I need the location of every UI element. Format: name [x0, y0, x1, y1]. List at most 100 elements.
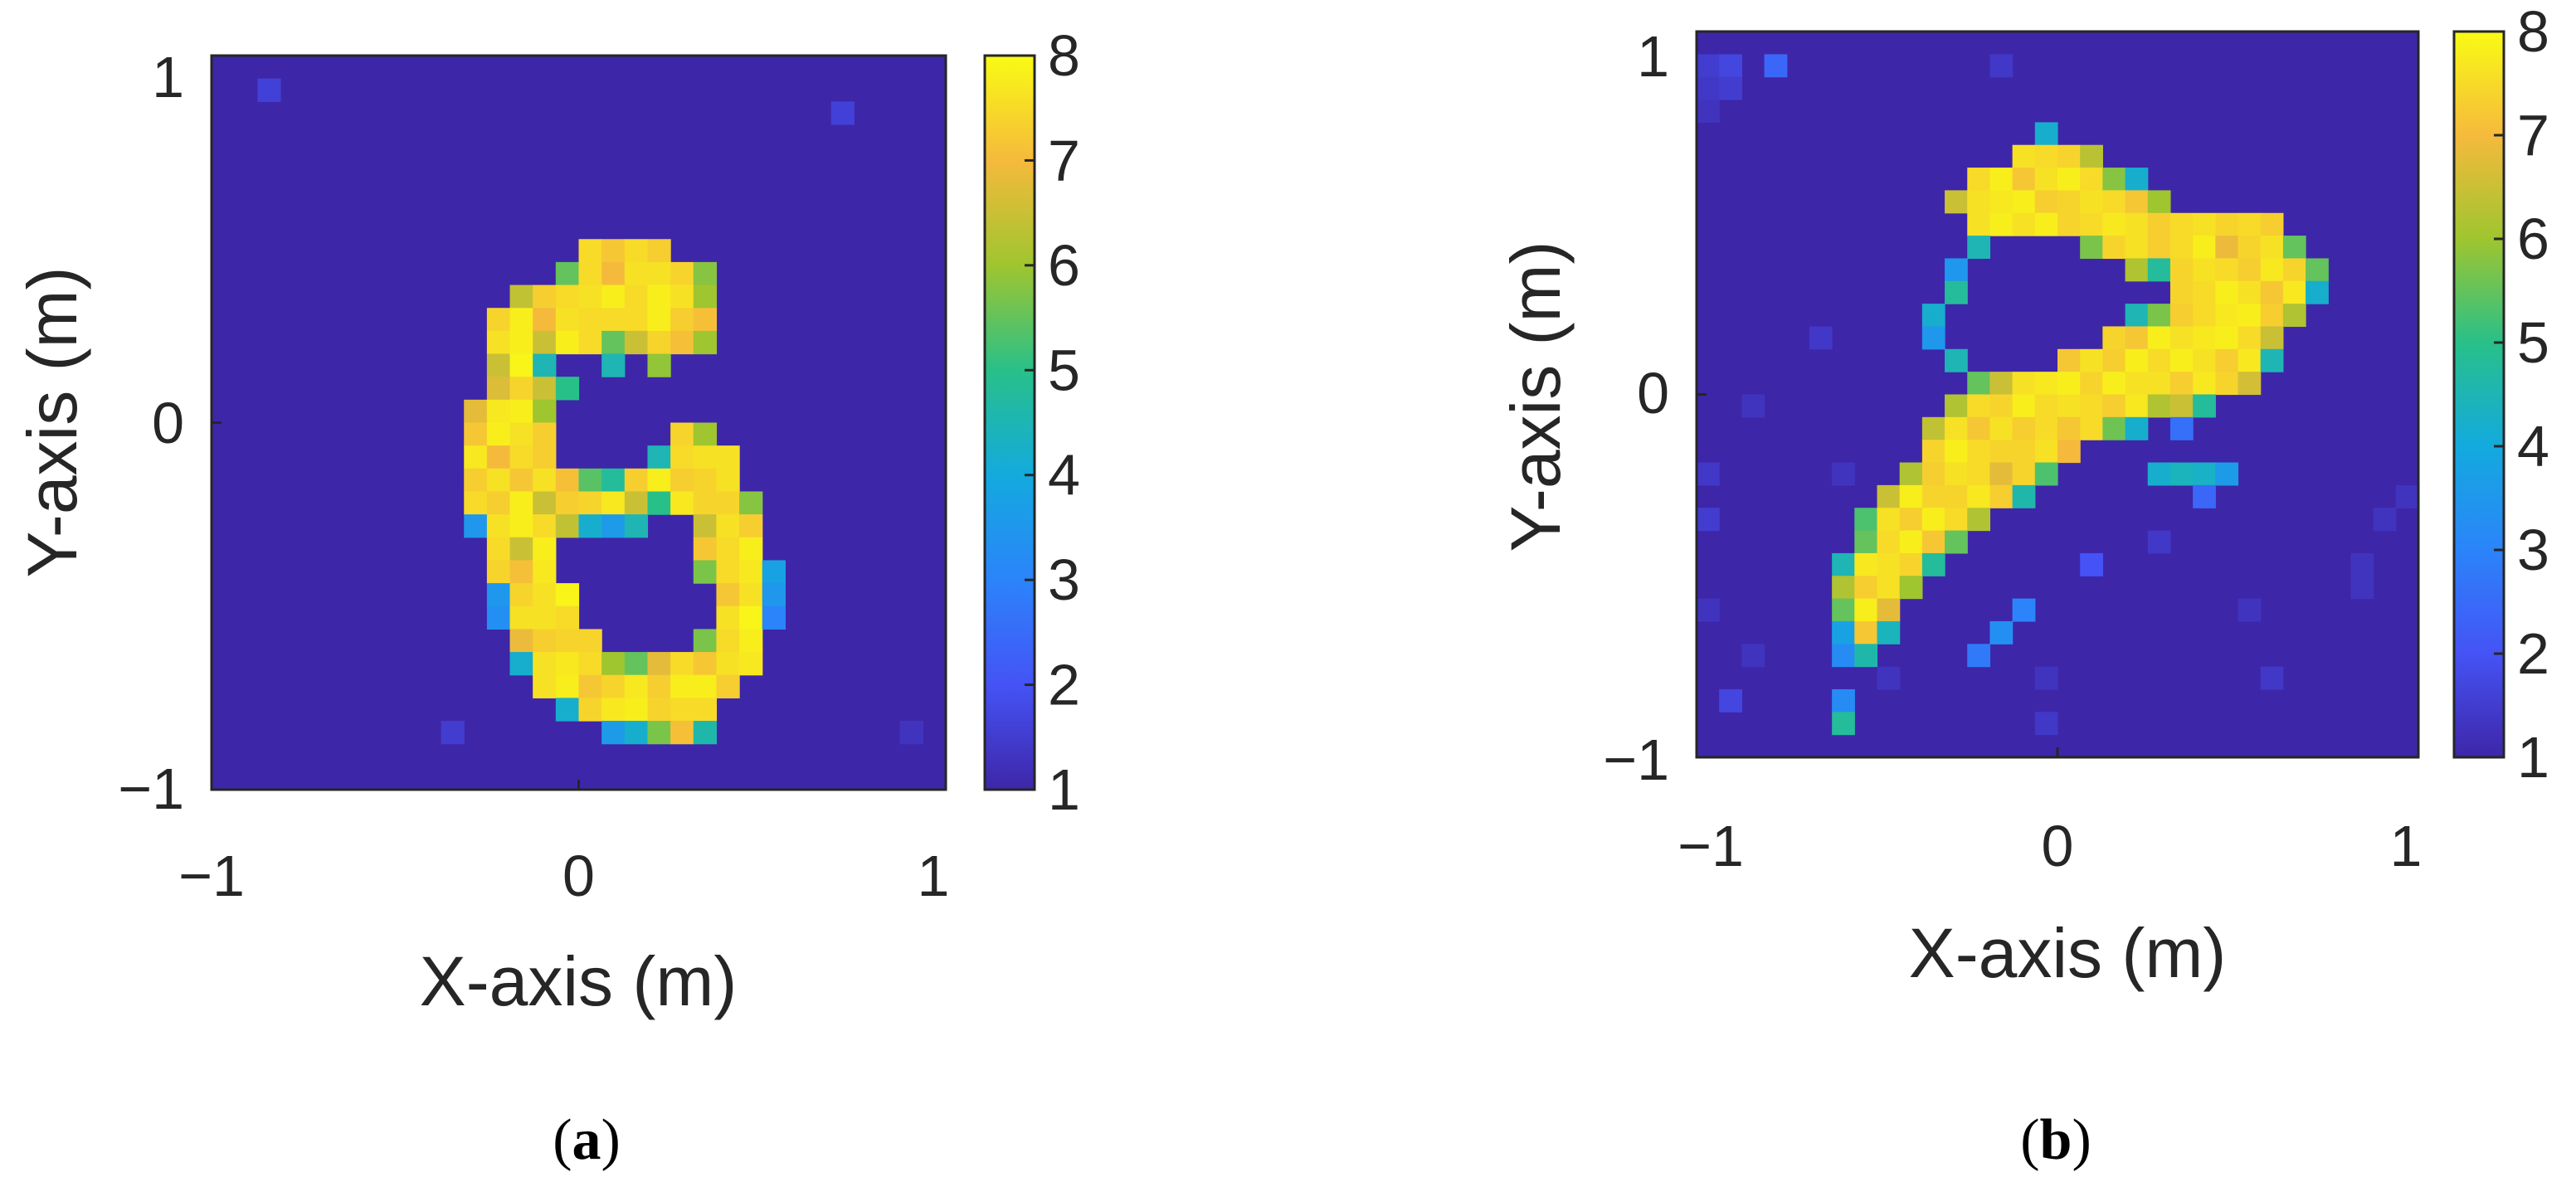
heatmap-cell-b	[2080, 168, 2103, 191]
heatmap-cell-a	[578, 308, 602, 332]
heatmap-cell-b	[1697, 76, 1720, 100]
heatmap-cell-a	[578, 698, 602, 722]
heatmap-cell-b	[2215, 304, 2239, 328]
heatmap-cell-b	[2215, 348, 2239, 372]
heatmap-cell-a	[716, 606, 740, 630]
heatmap-cell-b	[2260, 348, 2284, 372]
x-axis-label-b: X-axis (m)	[1909, 914, 2227, 992]
heatmap-cell-b	[1945, 440, 1968, 464]
heatmap-cell-a	[716, 514, 740, 538]
heatmap-cell-a	[464, 399, 488, 424]
y-tick-label-b-1: 1	[1637, 24, 1669, 89]
heatmap-cell-b	[2080, 394, 2103, 418]
heatmap-cell-a	[486, 583, 511, 607]
heatmap-cell-b	[1854, 644, 1878, 668]
heatmap-cell-a	[601, 652, 626, 676]
heatmap-cell-b	[2034, 416, 2058, 440]
heatmap-cell-a	[486, 377, 511, 401]
heatmap-cell-a	[670, 721, 694, 745]
heatmap-cell-b	[2260, 304, 2284, 328]
heatmap-cell-b	[1832, 552, 1855, 576]
heatmap-cell-a	[578, 674, 602, 698]
heatmap-cell-b	[2057, 144, 2081, 168]
heatmap-cell-a	[486, 491, 511, 515]
heatmap-cell-b	[2260, 280, 2284, 304]
heatmap-cell-a	[509, 353, 533, 377]
heatmap-cell-b	[1967, 462, 1991, 486]
panel-label-a: (a)	[553, 1108, 621, 1172]
heatmap-cell-a	[578, 652, 602, 676]
heatmap-cell-b	[1854, 552, 1878, 576]
heatmap-cell-b	[2102, 168, 2126, 191]
heatmap-cell-a	[670, 285, 694, 309]
heatmap-cell-b	[2012, 440, 2036, 464]
heatmap-cell-b	[2125, 258, 2149, 282]
heatmap-cell-a	[693, 422, 718, 446]
heatmap-cell-b	[2147, 258, 2171, 282]
heatmap-cell-a	[464, 422, 488, 446]
heatmap-cell-a	[624, 285, 649, 309]
heatmap-cell-b	[2193, 280, 2216, 304]
heatmap-cell-b	[2080, 236, 2103, 260]
heatmap-cell-b	[2238, 280, 2262, 304]
heatmap-cell-a	[533, 629, 557, 653]
heatmap-cell-b	[2125, 304, 2149, 328]
heatmap-cell-b	[2215, 372, 2239, 396]
heatmap-cell-a	[486, 560, 511, 584]
heatmap-cell-a	[509, 537, 533, 562]
heatmap-cell-b	[2238, 348, 2262, 372]
heatmap-cell-a	[533, 583, 557, 607]
heatmap-cell-a	[555, 514, 580, 538]
heatmap-cell-a	[578, 330, 602, 355]
heatmap-cell-a	[670, 698, 694, 722]
heatmap-cell-a	[441, 721, 465, 745]
heatmap-cell-a	[509, 514, 533, 538]
heatmap-cell-a	[670, 468, 694, 493]
heatmap-cell-b	[2057, 394, 2081, 418]
heatmap-cell-b	[1719, 54, 1742, 78]
heatmap-cell-b	[1877, 666, 1901, 690]
heatmap-cell-a	[693, 537, 718, 562]
heatmap-cell-b	[2282, 280, 2306, 304]
heatmap-cell-b	[2012, 416, 2036, 440]
heatmap-cell-b	[1989, 54, 2014, 78]
heatmap-cell-b	[1967, 484, 1991, 508]
heatmap-cell-a	[647, 285, 671, 309]
heatmap-cell-a	[739, 606, 763, 630]
heatmap-cell-b	[2169, 280, 2194, 304]
heatmap-cell-b	[1899, 484, 1923, 508]
heatmap-cell-a	[509, 422, 533, 446]
heatmap-cell-a	[509, 399, 533, 424]
heatmap-cell-b	[1697, 508, 1720, 532]
heatmap-cell-a	[739, 537, 763, 562]
heatmap-cell-b	[1921, 326, 1945, 350]
heatmap-cell-a	[533, 468, 557, 493]
heatmap-cell-a	[555, 652, 580, 676]
heatmap-cell-a	[624, 652, 649, 676]
heatmap-cell-a	[555, 629, 580, 653]
heatmap-a	[212, 56, 946, 790]
x-tick-label-b-2: 0	[2042, 814, 2074, 878]
heatmap-cell-b	[1854, 598, 1878, 622]
heatmap-cell-b	[1989, 440, 2014, 464]
heatmap-cell-a	[670, 330, 694, 355]
heatmap-cell-a	[739, 514, 763, 538]
heatmap-cell-a	[555, 491, 580, 515]
heatmap-cell-b	[2012, 462, 2036, 486]
heatmap-cell-b	[2080, 372, 2103, 396]
heatmap-cell-b	[2012, 212, 2036, 236]
heatmap-cell-a	[670, 308, 694, 332]
heatmap-cell-a	[647, 721, 671, 745]
heatmap-cell-a	[601, 674, 626, 698]
colorbar-tick-label-a: 7	[1048, 128, 1080, 192]
heatmap-cell-b	[2169, 394, 2194, 418]
heatmap-cell-b	[1832, 462, 1855, 486]
heatmap-cell-b	[1967, 416, 1991, 440]
heatmap-cell-b	[2238, 372, 2262, 396]
heatmap-cell-a	[739, 652, 763, 676]
heatmap-cell-b	[1967, 168, 1991, 191]
heatmap-cell-a	[647, 239, 671, 263]
heatmap-cell-a	[601, 491, 626, 515]
colorbar-tick-label-b: 3	[2517, 518, 2549, 582]
heatmap-cell-a	[578, 239, 602, 263]
